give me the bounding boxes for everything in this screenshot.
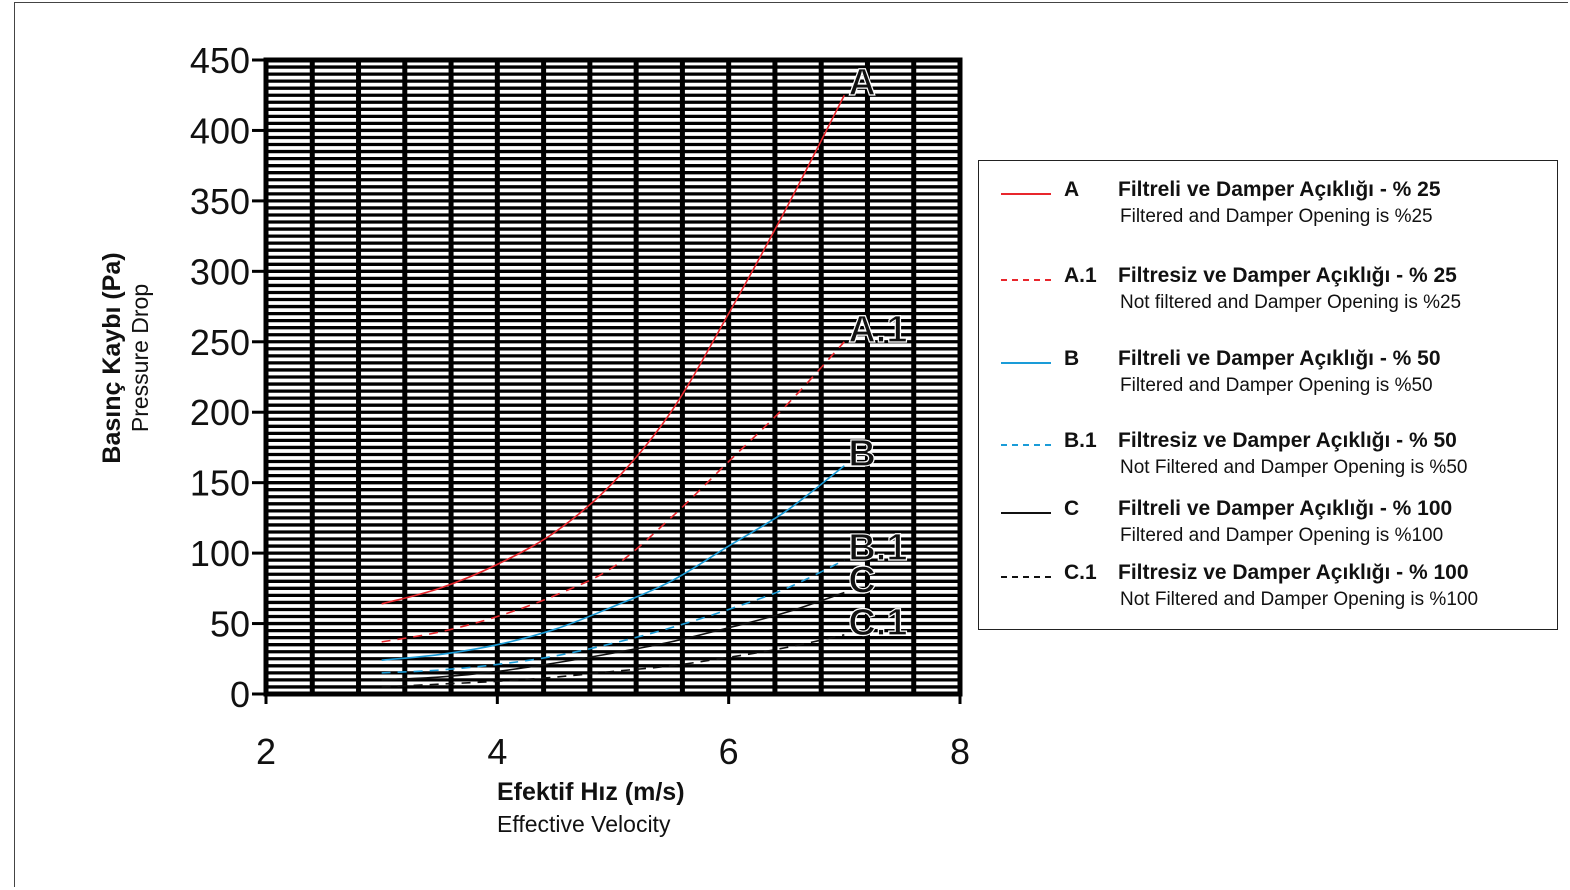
legend-title-b1: Filtresiz ve Damper Açıklığı - % 50: [1118, 429, 1457, 452]
legend-code-a: A: [1064, 178, 1080, 201]
legend-subtitle-c: Filtered and Damper Opening is %100: [1120, 525, 1444, 546]
series-line-c: [381, 591, 845, 681]
curve-label-b: B: [848, 433, 875, 475]
axes: 0 50 100 150 200 250 300 350 400 450 2 4 6 8: [190, 40, 970, 772]
y-axis-title: Basınç Kaybı (Pa): [98, 252, 126, 463]
legend-swatch-b1: [1001, 444, 1051, 446]
plot-border: [263, 57, 963, 697]
figure-frame: [14, 2, 1568, 887]
series-line-c1: [381, 634, 845, 688]
legend-item-a1: A.1 Filtresiz ve Damper Açıklığı - % 25 …: [979, 264, 1557, 324]
curve-label-c: C: [848, 560, 875, 602]
x-tick-label: 6: [719, 731, 739, 772]
y-tick-label: 400: [190, 110, 250, 151]
legend-code-c: C: [1064, 497, 1080, 520]
x-tick-label: 8: [950, 731, 970, 772]
legend-swatch-a: [1001, 193, 1051, 195]
x-axis-title: Efektif Hız (m/s): [497, 778, 685, 806]
legend-title-c: Filtreli ve Damper Açıklığı - % 100: [1118, 497, 1453, 520]
legend-subtitle-a1: Not filtered and Damper Opening is %25: [1120, 292, 1462, 313]
legend-title-c1: Filtresiz ve Damper Açıklığı - % 100: [1118, 561, 1469, 584]
legend-item-c1: C.1 Filtresiz ve Damper Açıklığı - % 100…: [979, 561, 1557, 621]
legend-code-b1: B.1: [1064, 429, 1097, 452]
x-tick-label: 2: [256, 731, 276, 772]
legend-swatch-a1: [1001, 279, 1051, 281]
legend-subtitle-c1: Not Filtered and Damper Opening is %100: [1120, 589, 1479, 610]
legend-title-a1: Filtresiz ve Damper Açıklığı - % 25: [1118, 264, 1457, 287]
y-tick-label: 150: [190, 463, 250, 504]
y-tick-label: 350: [190, 181, 250, 222]
legend-swatch-c: [1001, 512, 1051, 514]
grid: [263, 58, 963, 696]
series-lines: [381, 94, 846, 688]
curve-label-a1: A.1: [848, 309, 907, 351]
legend-swatch-b: [1001, 362, 1051, 364]
y-tick-label: 200: [190, 392, 250, 433]
y-tick-label: 300: [190, 251, 250, 292]
y-tick-label: 0: [230, 674, 250, 715]
legend-swatch-c1: [1001, 576, 1051, 578]
legend-subtitle-b: Filtered and Damper Opening is %50: [1120, 375, 1433, 396]
x-tick-label: 4: [487, 731, 507, 772]
y-axis-subtitle: Pressure Drop: [127, 284, 153, 432]
legend-item-a: A Filtreli ve Damper Açıklığı - % 25 Fil…: [979, 178, 1557, 238]
legend-subtitle-b1: Not Filtered and Damper Opening is %50: [1120, 457, 1468, 478]
legend-title-a: Filtreli ve Damper Açıklığı - % 25: [1118, 178, 1441, 201]
curve-label-a: A: [848, 62, 875, 104]
legend-code-b: B: [1064, 347, 1080, 370]
legend: A Filtreli ve Damper Açıklığı - % 25 Fil…: [978, 160, 1558, 630]
y-tick-label: 250: [190, 322, 250, 363]
curve-labels: A A.1 B B.1CC.1: [848, 62, 908, 645]
series-line-a: [381, 94, 846, 605]
legend-item-c: C Filtreli ve Damper Açıklığı - % 100 Fi…: [979, 497, 1557, 557]
series-line-b: [381, 465, 845, 661]
series-line-b1: [381, 559, 845, 674]
legend-subtitle-a: Filtered and Damper Opening is %25: [1120, 206, 1433, 227]
y-tick-label: 50: [210, 604, 250, 645]
legend-item-b: B Filtreli ve Damper Açıklığı - % 50 Fil…: [979, 347, 1557, 407]
curve-label-b1: B.1: [848, 527, 907, 569]
legend-title-b: Filtreli ve Damper Açıklığı - % 50: [1118, 347, 1441, 370]
series-line-a1: [381, 341, 845, 643]
y-tick-label: 450: [190, 40, 250, 81]
legend-code-c1: C.1: [1064, 561, 1097, 584]
curve-label-c1: C.1: [848, 602, 907, 644]
legend-code-a1: A.1: [1064, 264, 1097, 287]
legend-item-b1: B.1 Filtresiz ve Damper Açıklığı - % 50 …: [979, 429, 1557, 489]
y-tick-label: 100: [190, 533, 250, 574]
x-axis-subtitle: Effective Velocity: [497, 811, 671, 837]
